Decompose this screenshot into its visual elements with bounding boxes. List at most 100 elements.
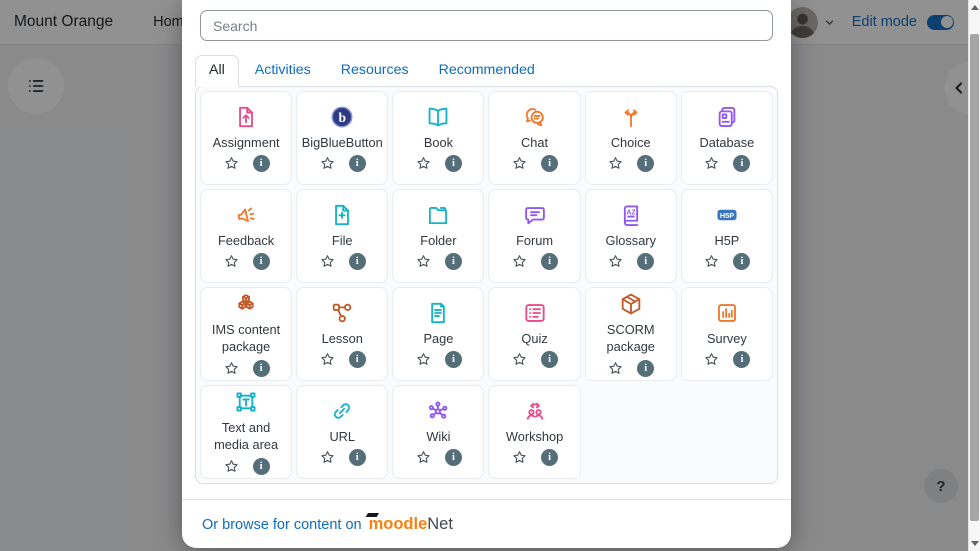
activity-card[interactable]: Book i <box>392 91 485 185</box>
star-icon[interactable] <box>607 253 624 270</box>
activity-card[interactable]: Feedback i <box>200 189 293 283</box>
activity-card[interactable]: Assignment i <box>200 91 293 185</box>
moodlenet-link-text: Or browse for content on <box>202 517 362 533</box>
activity-card[interactable]: AZ Glossary i <box>584 189 677 283</box>
activity-label: Choice <box>610 134 651 150</box>
tab-activities[interactable]: Activities <box>241 55 325 87</box>
activity-card[interactable]: H5P H5P i <box>680 189 773 283</box>
info-icon[interactable]: i <box>637 155 655 173</box>
activity-card[interactable]: Choice i <box>584 91 677 185</box>
info-icon[interactable]: i <box>444 155 462 173</box>
search-input[interactable] <box>200 10 773 41</box>
info-icon[interactable]: i <box>444 351 462 369</box>
activity-card[interactable]: Database i <box>680 91 773 185</box>
info-icon[interactable]: i <box>444 449 462 467</box>
star-icon[interactable] <box>223 253 240 270</box>
activity-label: Forum <box>516 232 554 248</box>
activity-card[interactable]: Folder i <box>392 189 485 283</box>
star-icon[interactable] <box>511 155 528 172</box>
info-icon[interactable]: i <box>348 351 366 369</box>
scrollbar-down-arrow[interactable] <box>971 541 979 546</box>
info-icon[interactable]: i <box>733 351 751 369</box>
info-icon[interactable]: i <box>637 253 655 271</box>
info-icon[interactable]: i <box>252 457 270 475</box>
info-icon[interactable]: i <box>733 253 751 271</box>
bigbluebutton-icon: b <box>329 104 355 130</box>
activity-label: Quiz <box>521 330 548 346</box>
star-icon[interactable] <box>511 351 528 368</box>
info-icon[interactable]: i <box>252 359 270 377</box>
course-index-button[interactable] <box>8 58 64 114</box>
card-actions: i <box>511 351 559 369</box>
chat-icon <box>522 104 548 130</box>
star-icon[interactable] <box>607 155 624 172</box>
star-icon[interactable] <box>607 360 624 377</box>
card-actions: i <box>223 457 270 475</box>
info-icon[interactable]: i <box>348 449 366 467</box>
star-icon[interactable] <box>703 155 720 172</box>
info-icon[interactable]: i <box>444 253 462 271</box>
tab-all[interactable]: All <box>195 55 239 87</box>
activity-card[interactable]: URL i <box>296 385 389 479</box>
activity-label: Folder <box>420 232 457 248</box>
star-icon[interactable] <box>511 449 528 466</box>
edit-mode-toggle[interactable] <box>927 14 954 30</box>
card-actions: i <box>607 253 655 271</box>
activity-card[interactable]: Workshop i <box>488 385 581 479</box>
star-icon[interactable] <box>703 351 720 368</box>
scrollbar-up-arrow[interactable] <box>971 5 979 10</box>
activity-card[interactable]: Lesson i <box>296 287 389 381</box>
activity-card[interactable]: Page i <box>392 287 485 381</box>
activity-card[interactable]: Survey i <box>680 287 773 381</box>
star-icon[interactable] <box>223 458 240 475</box>
star-icon[interactable] <box>319 155 336 172</box>
star-icon[interactable] <box>703 253 720 270</box>
star-icon[interactable] <box>319 449 336 466</box>
forum-icon <box>522 202 548 228</box>
info-icon[interactable]: i <box>541 253 559 271</box>
star-icon[interactable] <box>223 360 240 377</box>
star-icon[interactable] <box>415 253 432 270</box>
star-icon[interactable] <box>319 253 336 270</box>
activity-card[interactable]: Text and media area i <box>200 385 293 479</box>
star-icon[interactable] <box>223 155 240 172</box>
activity-card[interactable]: Quiz i <box>488 287 581 381</box>
activity-label: Feedback <box>217 232 275 248</box>
ims-content-package-icon <box>233 291 259 317</box>
activity-card[interactable]: Wiki i <box>392 385 485 479</box>
card-actions: i <box>511 155 559 173</box>
info-icon[interactable]: i <box>348 155 366 173</box>
chevron-down-icon[interactable] <box>823 16 836 29</box>
card-actions: i <box>607 155 655 173</box>
info-icon[interactable]: i <box>541 449 559 467</box>
activity-card[interactable]: IMS content package i <box>200 287 293 381</box>
site-brand[interactable]: Mount Orange <box>14 13 114 30</box>
activity-card[interactable]: b BigBlueButton i <box>296 91 389 185</box>
activity-card[interactable]: File i <box>296 189 389 283</box>
star-icon[interactable] <box>511 253 528 270</box>
info-icon[interactable]: i <box>637 359 655 377</box>
scorm-package-icon <box>618 291 644 317</box>
activity-label: URL <box>329 428 356 444</box>
info-icon[interactable]: i <box>541 351 559 369</box>
moodlenet-link[interactable]: Or browse for content on moodle Net <box>202 513 453 534</box>
activity-card[interactable]: SCORM package i <box>584 287 677 381</box>
info-icon[interactable]: i <box>348 253 366 271</box>
activity-card[interactable]: Forum i <box>488 189 581 283</box>
activity-card[interactable]: Chat i <box>488 91 581 185</box>
info-icon[interactable]: i <box>541 155 559 173</box>
tab-recommended[interactable]: Recommended <box>425 55 549 87</box>
star-icon[interactable] <box>319 351 336 368</box>
svg-text:AZ: AZ <box>626 209 636 216</box>
info-icon[interactable]: i <box>252 253 270 271</box>
tab-resources[interactable]: Resources <box>327 55 423 87</box>
scrollbar-thumb[interactable] <box>970 34 979 521</box>
star-icon[interactable] <box>415 351 432 368</box>
star-icon[interactable] <box>415 449 432 466</box>
help-button[interactable]: ? <box>924 469 958 503</box>
info-icon[interactable]: i <box>733 155 751 173</box>
info-icon[interactable]: i <box>252 155 270 173</box>
avatar[interactable] <box>786 6 818 38</box>
star-icon[interactable] <box>415 155 432 172</box>
